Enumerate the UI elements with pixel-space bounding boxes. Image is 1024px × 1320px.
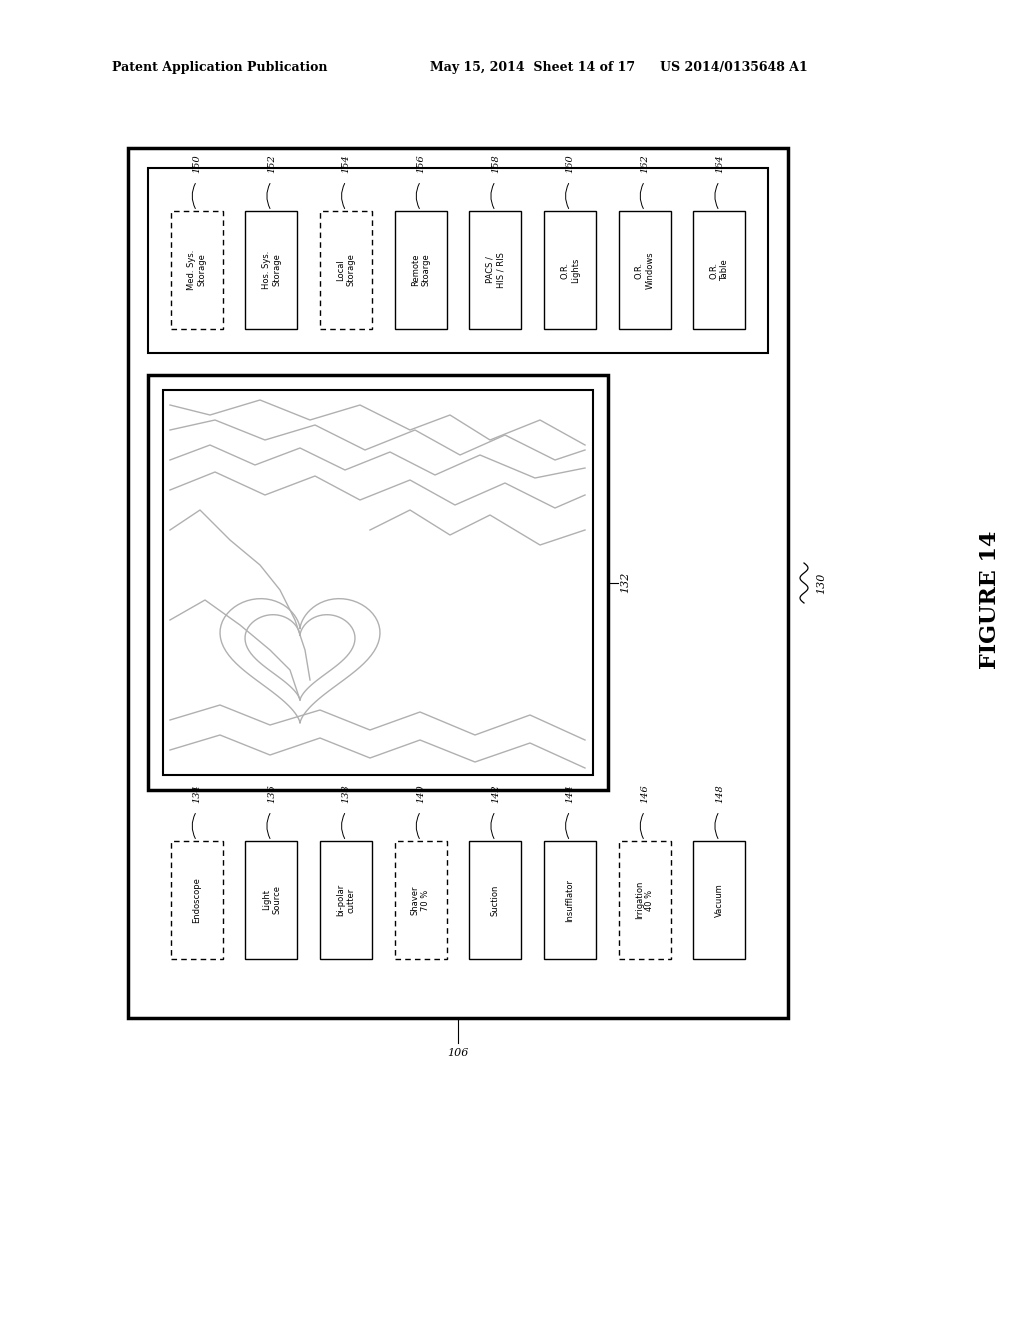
- Bar: [618, 211, 671, 329]
- Text: 132: 132: [620, 572, 630, 593]
- Text: Irrigation
40 %: Irrigation 40 %: [635, 880, 654, 919]
- Bar: [148, 375, 608, 789]
- Bar: [246, 841, 297, 960]
- Bar: [618, 841, 671, 960]
- Bar: [163, 389, 593, 775]
- Bar: [319, 841, 372, 960]
- Text: Remote
Stoarge: Remote Stoarge: [411, 253, 430, 286]
- Text: 106: 106: [447, 1048, 469, 1059]
- Text: O.R.
Windows: O.R. Windows: [635, 251, 654, 289]
- Bar: [544, 211, 596, 329]
- Text: 146: 146: [640, 784, 649, 803]
- Text: Light
Source: Light Source: [262, 886, 281, 915]
- Bar: [394, 211, 446, 329]
- Bar: [171, 841, 222, 960]
- Text: 162: 162: [640, 154, 649, 173]
- Text: 164: 164: [715, 154, 724, 173]
- Text: Patent Application Publication: Patent Application Publication: [112, 62, 328, 74]
- Text: bi-polar
cutter: bi-polar cutter: [336, 884, 355, 916]
- Text: 148: 148: [715, 784, 724, 803]
- Text: May 15, 2014  Sheet 14 of 17: May 15, 2014 Sheet 14 of 17: [430, 62, 635, 74]
- Text: PACS /
HIS / RIS: PACS / HIS / RIS: [485, 252, 505, 288]
- Text: 154: 154: [341, 154, 350, 173]
- Text: US 2014/0135648 A1: US 2014/0135648 A1: [660, 62, 808, 74]
- Text: 160: 160: [565, 154, 574, 173]
- Text: Local
Storage: Local Storage: [336, 253, 355, 286]
- Bar: [693, 841, 745, 960]
- Bar: [693, 211, 745, 329]
- Text: Shaver
70 %: Shaver 70 %: [411, 886, 430, 915]
- Text: 158: 158: [490, 154, 500, 173]
- Text: 156: 156: [416, 154, 425, 173]
- Text: FIGURE 14: FIGURE 14: [979, 531, 1001, 669]
- Text: 142: 142: [490, 784, 500, 803]
- Text: 140: 140: [416, 784, 425, 803]
- Text: O.R.
Table: O.R. Table: [710, 259, 729, 281]
- Text: Endoscope: Endoscope: [193, 876, 201, 923]
- Bar: [246, 211, 297, 329]
- Text: Suction: Suction: [490, 884, 500, 916]
- Bar: [171, 211, 222, 329]
- Bar: [469, 841, 521, 960]
- Text: 144: 144: [565, 784, 574, 803]
- Text: 152: 152: [267, 154, 275, 173]
- Bar: [544, 841, 596, 960]
- Text: 130: 130: [816, 573, 826, 594]
- Text: Vacuum: Vacuum: [715, 883, 724, 917]
- Bar: [319, 211, 372, 329]
- Bar: [148, 168, 768, 352]
- Bar: [128, 148, 788, 1018]
- Text: 134: 134: [193, 784, 201, 803]
- Text: Med. Sys.
Storage: Med. Sys. Storage: [187, 249, 207, 290]
- Text: 150: 150: [193, 154, 201, 173]
- Text: O.R.
Lights: O.R. Lights: [560, 257, 580, 282]
- Text: Hos. Sys.
Storage: Hos. Sys. Storage: [262, 251, 281, 289]
- Text: 136: 136: [267, 784, 275, 803]
- Bar: [394, 841, 446, 960]
- Text: 138: 138: [341, 784, 350, 803]
- Bar: [469, 211, 521, 329]
- Text: Insufflator: Insufflator: [565, 879, 574, 921]
